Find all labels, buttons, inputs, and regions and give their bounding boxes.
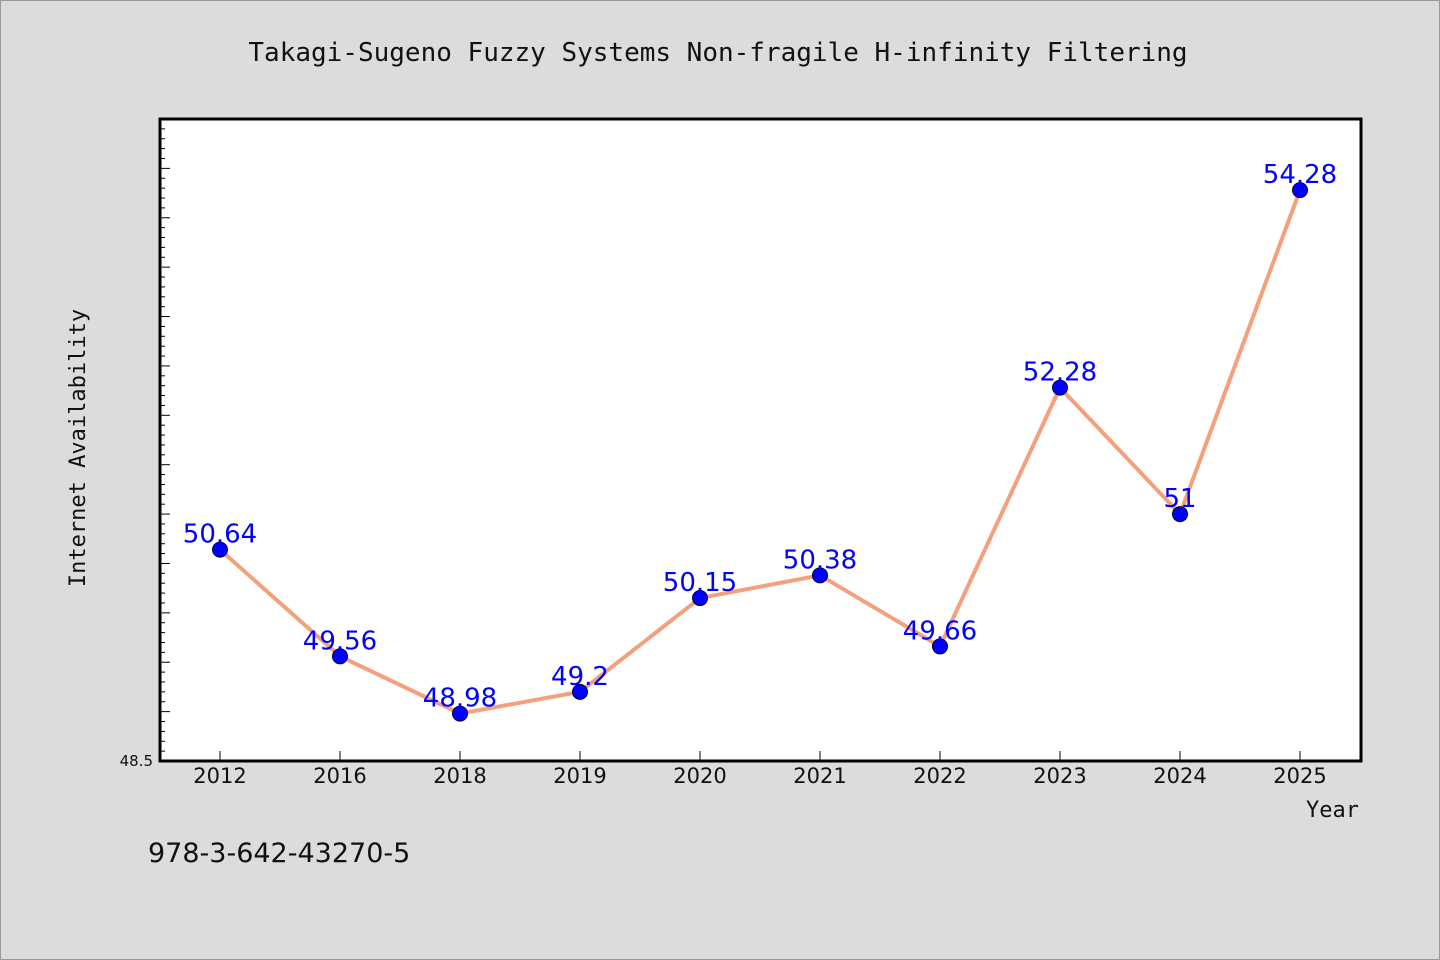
x-tick-label: 2012 bbox=[193, 764, 246, 788]
plot-area bbox=[158, 117, 1363, 763]
data-labels: 50.64 49.56 48.98 49.2 50.15 50.38 49.66 52.28 5… bbox=[183, 160, 1337, 713]
y-axis-ticks bbox=[160, 118, 170, 762]
x-axis-ticks bbox=[219, 751, 1301, 761]
data-label: 48.98 bbox=[423, 684, 497, 714]
data-point bbox=[572, 683, 588, 700]
data-point bbox=[332, 648, 348, 665]
data-label: 49.2 bbox=[551, 662, 609, 692]
data-label: 50.15 bbox=[663, 568, 737, 598]
data-label: 54.28 bbox=[1263, 160, 1337, 190]
x-tick-label: 2019 bbox=[553, 764, 606, 788]
x-tick-label: 2022 bbox=[913, 764, 966, 788]
data-point bbox=[452, 705, 468, 722]
x-tick-label: 2024 bbox=[1153, 764, 1206, 788]
x-tick-label: 2025 bbox=[1273, 764, 1326, 788]
x-tick-label: 2018 bbox=[433, 764, 486, 788]
data-point bbox=[1292, 182, 1308, 199]
data-label: 49.56 bbox=[303, 626, 377, 656]
isbn-text: 978-3-642-43270-5 bbox=[148, 838, 410, 869]
x-tick-label: 2023 bbox=[1033, 764, 1086, 788]
data-point bbox=[932, 638, 948, 655]
y-axis-label: Internet Availability bbox=[66, 309, 91, 587]
x-tick-labels: 2012 2016 2018 2019 2020 2021 2022 2023 2024 2025 bbox=[193, 764, 1326, 788]
y-tick-label: 48.5 bbox=[120, 752, 153, 770]
x-tick-label: 2020 bbox=[673, 764, 726, 788]
chart-title: Takagi-Sugeno Fuzzy Systems Non-fragile … bbox=[248, 38, 1187, 68]
data-point bbox=[1172, 506, 1188, 523]
data-label: 50.64 bbox=[183, 520, 257, 550]
data-label: 51 bbox=[1163, 484, 1196, 514]
data-point bbox=[212, 541, 228, 558]
data-point bbox=[1052, 379, 1068, 396]
data-markers bbox=[212, 182, 1308, 722]
data-label: 49.66 bbox=[903, 616, 977, 646]
series-line-group bbox=[218, 188, 1302, 716]
data-point bbox=[692, 590, 708, 607]
data-label: 52.28 bbox=[1023, 358, 1097, 388]
x-tick-label: 2016 bbox=[313, 764, 366, 788]
data-label: 50.38 bbox=[783, 545, 857, 575]
x-axis-label: Year bbox=[1306, 798, 1359, 823]
x-tick-label: 2021 bbox=[793, 764, 846, 788]
data-point bbox=[812, 567, 828, 584]
series-line bbox=[218, 188, 1302, 716]
